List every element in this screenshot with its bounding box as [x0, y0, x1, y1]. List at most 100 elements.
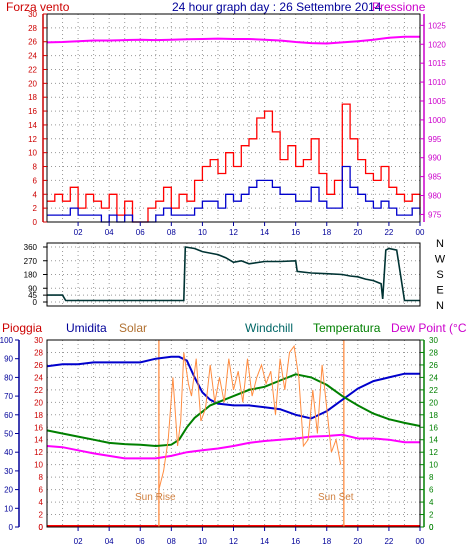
wind-axis-tick-label: 28	[28, 24, 37, 33]
chart-title: 24 hour graph day : 26 Settembre 2014	[172, 0, 382, 14]
wind-axis-tick-label: 24	[28, 52, 37, 61]
direction-panel-frame	[46, 242, 421, 307]
pressure-axis-tick-label: 1020	[428, 40, 446, 49]
humidity-axis-tick-label: 40	[4, 448, 13, 457]
rain-axis-tick-label: 26	[34, 361, 43, 370]
rain-axis-tick-label: 20	[34, 398, 43, 407]
pressure-axis-tick-label: 1015	[428, 59, 446, 68]
humidity-axis-tick-label: 50	[4, 430, 13, 439]
rain-axis-tick-label: 24	[34, 373, 43, 382]
temperature-axis-tick-label: 16	[429, 423, 438, 432]
temperature-axis-tick-label: 12	[429, 448, 438, 457]
time-axis-tick-label: 22	[384, 228, 393, 237]
grid-layer	[47, 13, 420, 527]
wind-axis-tick-label: 10	[28, 149, 37, 158]
time-axis-tick-label: 12	[229, 537, 238, 546]
temperature-axis-tick-label: 20	[429, 398, 438, 407]
temperature-axis-tick-label: 8	[429, 473, 434, 482]
time-axis-tick-label: 06	[136, 228, 145, 237]
wind-axis-tick-label: 16	[28, 107, 37, 116]
direction-axis-tick-label: 0	[33, 298, 38, 307]
time-axis-tick-label: 02	[74, 228, 83, 237]
time-axis-tick-label: 10	[198, 228, 207, 237]
rain-axis-tick-label: 0	[39, 523, 44, 532]
sun-set-label: Sun Set	[318, 492, 354, 503]
rain-axis-tick-label: 16	[34, 423, 43, 432]
legend-windchill: Windchill	[245, 321, 294, 335]
temperature-axis-tick-label: 30	[429, 336, 438, 345]
temperature-axis-tick-label: 4	[429, 498, 434, 507]
rain-axis-tick-label: 18	[34, 411, 43, 420]
pressure-axis-tick-label: 990	[428, 154, 442, 163]
pressure-axis-tick-label: 1025	[428, 21, 446, 30]
series-humidity	[46, 355, 420, 420]
temperature-axis-tick-label: 10	[429, 461, 438, 470]
time-axis-tick-label: 10	[198, 537, 207, 546]
wind-axis-tick-label: 0	[33, 218, 38, 227]
compass-label: S	[436, 269, 443, 281]
wind-axis-tick-label: 30	[28, 10, 37, 19]
wind-axis-tick-label: 6	[33, 176, 38, 185]
temperature-axis-tick-label: 2	[429, 511, 434, 520]
time-axis-tick-label: 04	[105, 537, 114, 546]
humidity-axis-tick-label: 10	[4, 504, 13, 513]
direction-axis-tick-label: 90	[28, 284, 37, 293]
humidity-axis-tick-label: 80	[4, 373, 13, 382]
humidity-axis-tick-label: 100	[0, 336, 14, 345]
rain-axis-tick-label: 10	[34, 461, 43, 470]
temperature-axis-tick-label: 14	[429, 436, 438, 445]
wind-axis-tick-label: 26	[28, 38, 37, 47]
compass-label: W	[435, 254, 446, 266]
legend-solar: Solar	[119, 321, 148, 335]
time-axis-tick-label: 16	[291, 537, 300, 546]
data-layer	[46, 35, 421, 527]
wind-axis-tick-label: 8	[33, 163, 38, 172]
wind-axis-tick-label: 20	[28, 79, 37, 88]
time-axis-tick-label: 18	[322, 228, 331, 237]
series-wind-direction	[47, 246, 420, 302]
rain-axis-tick-label: 2	[39, 511, 44, 520]
pressure-axis-tick-label: 980	[428, 192, 442, 201]
direction-axis-tick-label: 180	[24, 271, 38, 280]
temperature-axis-tick-label: 26	[429, 361, 438, 370]
time-axis-tick-label: 08	[167, 537, 176, 546]
humidity-axis-tick-label: 0	[9, 523, 14, 532]
time-axis-tick-label: 02	[74, 537, 83, 546]
humidity-axis-tick-label: 20	[4, 486, 13, 495]
legend-temperature: Temperatura	[313, 321, 381, 335]
time-axis-tick-label: 14	[260, 537, 269, 546]
rain-axis-tick-label: 6	[39, 486, 44, 495]
wind-axis-tick-label: 12	[28, 135, 37, 144]
rain-axis-tick-label: 0	[39, 523, 44, 532]
wind-axis-tick-label: 2	[33, 204, 38, 213]
rain-axis-tick-label: 30	[34, 336, 43, 345]
time-axis-tick-label: 16	[291, 228, 300, 237]
compass-label: N	[436, 238, 444, 250]
rain-axis-tick-label: 8	[39, 473, 44, 482]
direction-axis-tick-label: 360	[24, 243, 38, 252]
time-axis-tick-label: 18	[322, 537, 331, 546]
compass-label: E	[436, 285, 443, 297]
time-axis-tick-label: 14	[260, 228, 269, 237]
legend-humidity: Umidita	[66, 321, 107, 335]
time-axis-tick-label: 20	[353, 537, 362, 546]
temperature-axis-tick-label: 18	[429, 411, 438, 420]
time-axis-tick-label: 12	[229, 228, 238, 237]
pressure-axis-tick-label: 975	[428, 210, 442, 219]
sun-rise-label: Sun Rise	[135, 492, 176, 503]
pressure-axis-tick-label: 985	[428, 173, 442, 182]
rain-axis-tick-label: 14	[34, 436, 43, 445]
series-wind-gust	[47, 103, 421, 223]
rain-axis-tick-label: 12	[34, 448, 43, 457]
axes-layer: 0246810121416182022242628309759809859909…	[0, 10, 446, 546]
humidity-axis-tick-label: 30	[4, 467, 13, 476]
time-axis-tick-label: 00	[416, 228, 425, 237]
time-axis-tick-label: 08	[167, 228, 176, 237]
humidity-axis-tick-label: 70	[4, 392, 13, 401]
pressure-axis-tick-label: 1000	[428, 116, 446, 125]
temperature-axis-tick-label: 0	[429, 523, 434, 532]
temperature-axis-tick-label: 28	[429, 348, 438, 357]
wind-axis-tick-label: 22	[28, 65, 37, 74]
time-axis-tick-label: 20	[353, 228, 362, 237]
